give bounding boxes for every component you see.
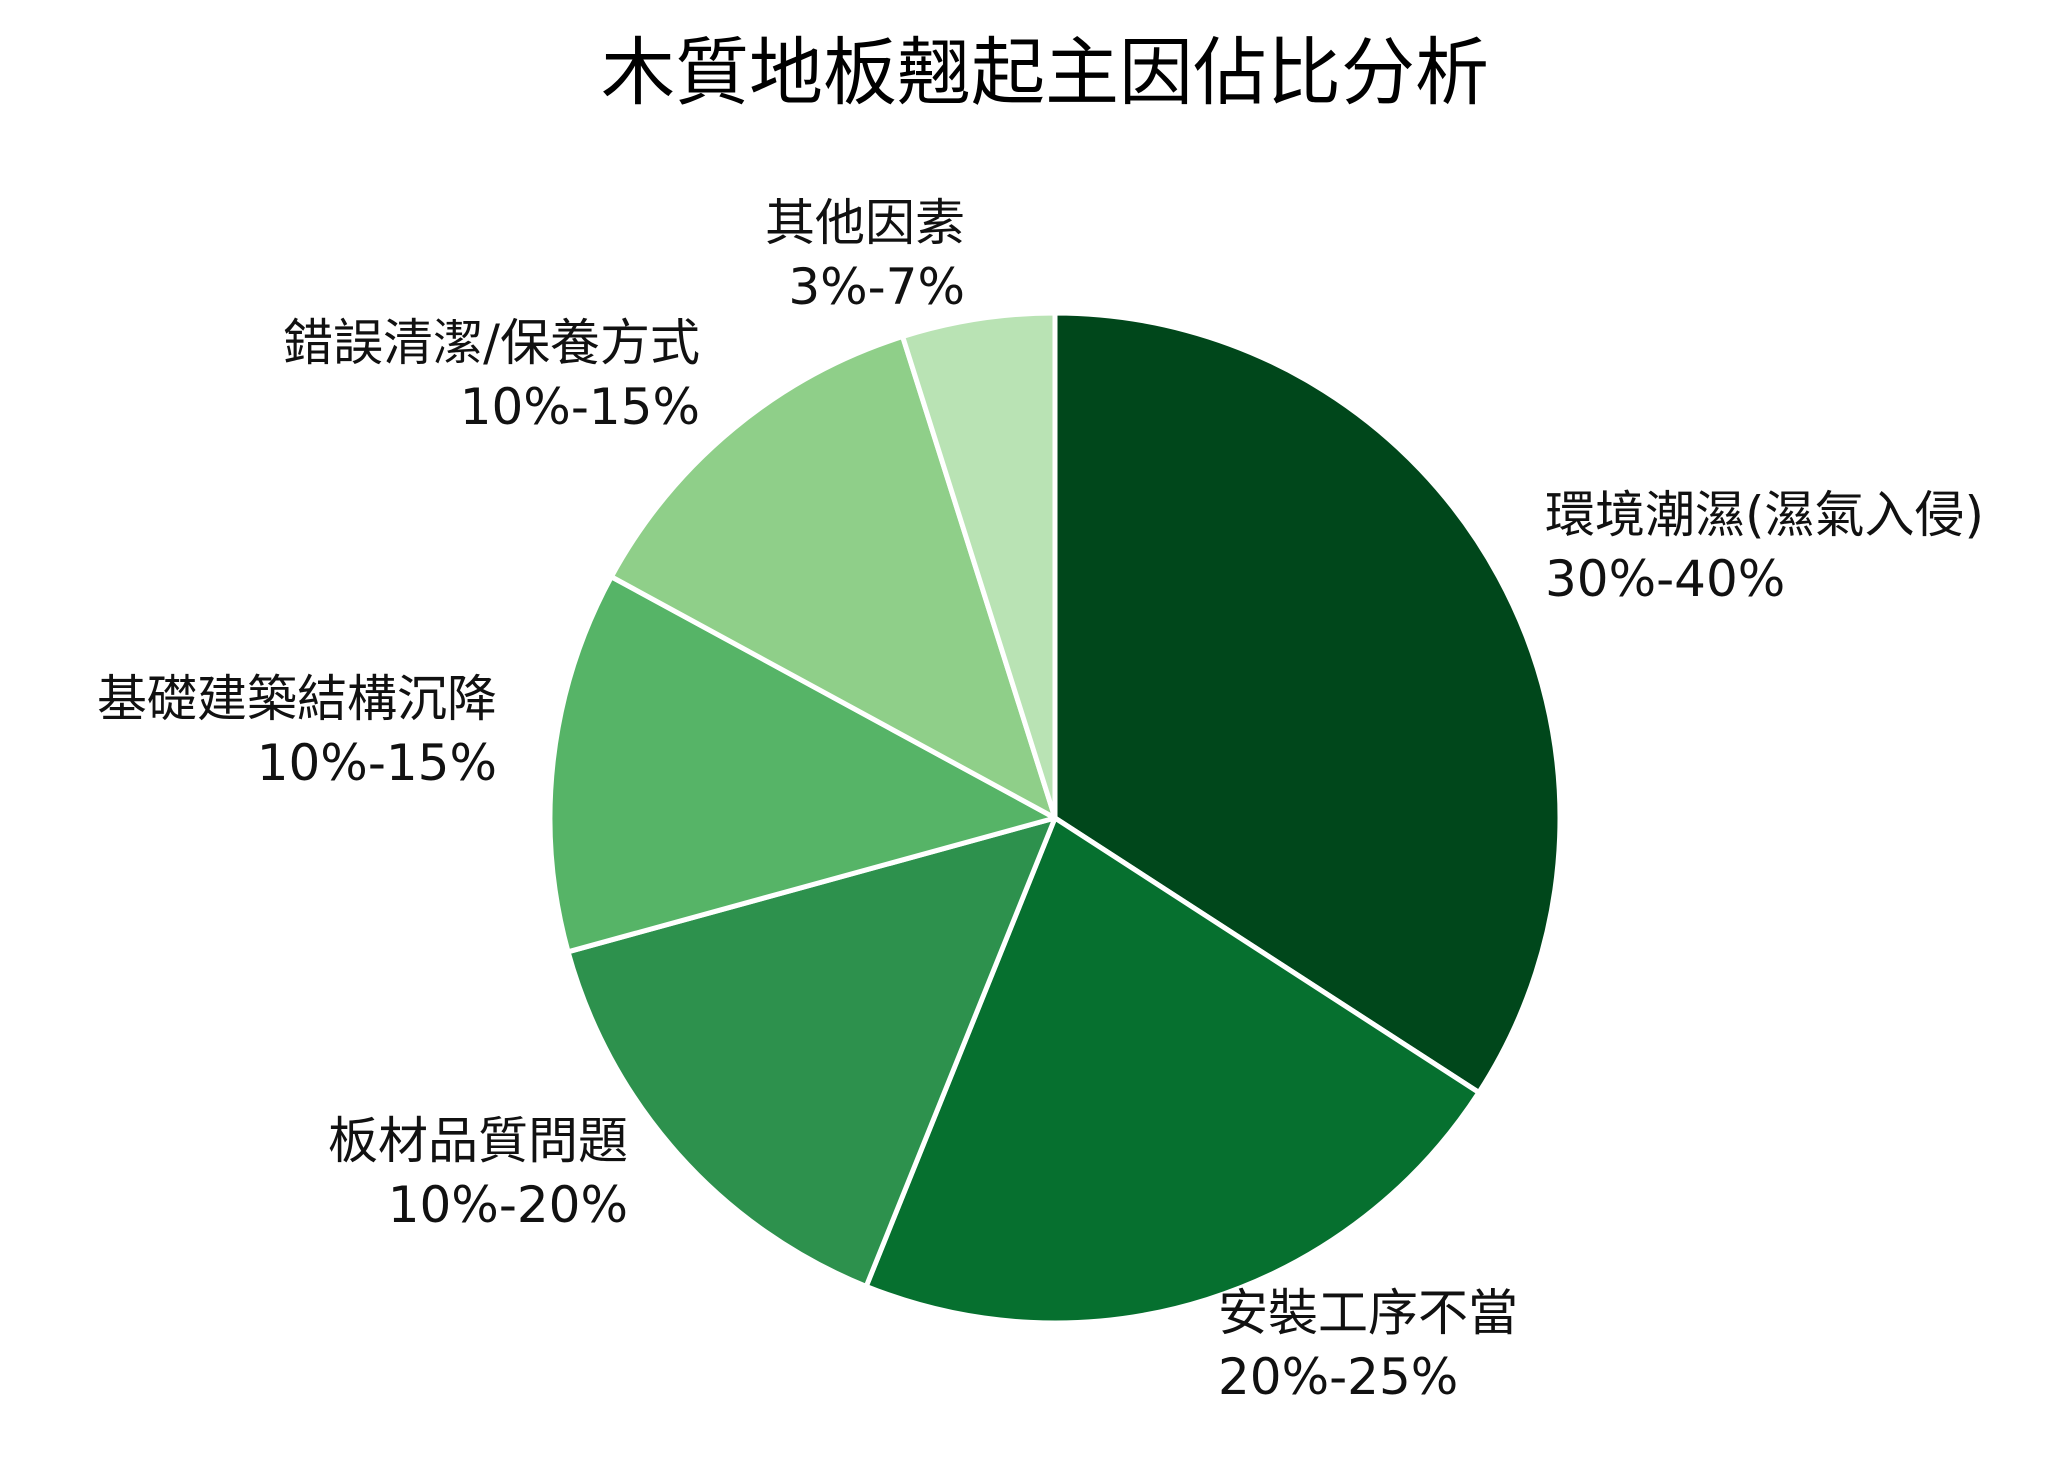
pie-slice [547,574,1058,955]
slice-percent-range: 10%-15% [257,734,497,792]
pie-slice [565,815,1058,1289]
slice-label: 環境潮濕(濕氣入侵) [1545,486,1984,544]
slice-label: 安裝工序不當 [1218,1284,1518,1342]
slice-percent-range: 30%-40% [1545,550,1785,608]
pie-slice [608,334,1058,821]
slice-percent-range: 10%-20% [388,1176,628,1234]
slice-percent-range: 20%-25% [1218,1348,1458,1406]
pie-slice [863,815,1482,1326]
slice-label: 板材品質問題 [328,1112,628,1170]
pie-slices [547,310,1563,1326]
chart-title: 木質地板翹起主因佔比分析 [601,30,1489,116]
slice-percent-range: 10%-15% [460,378,700,436]
slice-percent-range: 3%-7% [788,258,965,316]
pie-slice [900,310,1058,821]
slice-label: 基礎建築結構沉降 [97,670,497,728]
slice-label: 其他因素 [765,194,965,252]
pie-labels: 環境潮濕(濕氣入侵) 30%-40% 安裝工序不當 20%-25% 板材品質問題 10%-… [97,194,1984,1406]
slice-label: 錯誤清潔/保養方式 [283,314,700,372]
